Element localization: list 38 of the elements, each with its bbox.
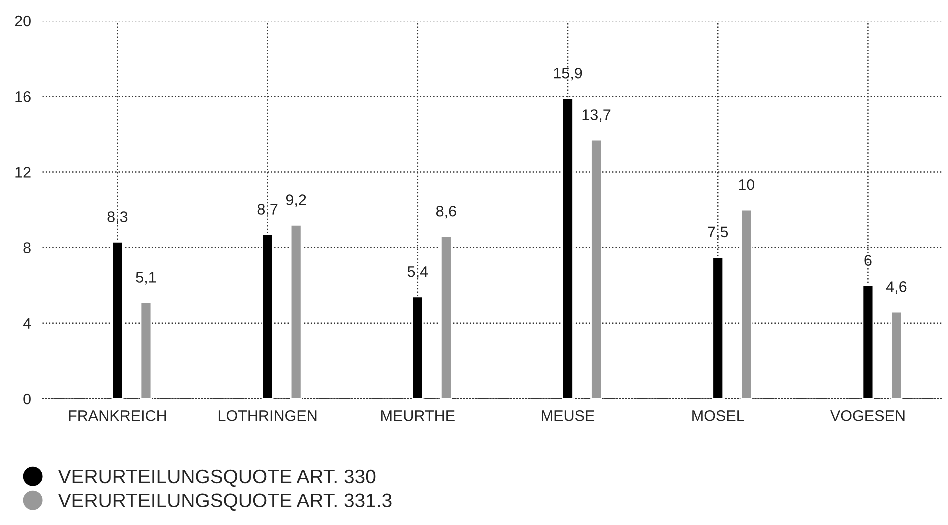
bar [140, 302, 152, 399]
data-label: 5,4 [408, 266, 428, 280]
x-tick-label: FRANKREICH [69, 410, 166, 422]
bar [740, 209, 753, 399]
y-tick-label: 0 [24, 394, 31, 405]
bar [712, 256, 724, 399]
x-tick-label: MEURTHE [382, 410, 455, 422]
data-label: 7,5 [708, 226, 728, 240]
bar [562, 98, 574, 399]
data-label: 8,6 [436, 206, 456, 219]
data-label: 6 [864, 255, 872, 266]
y-tick-label: 8 [24, 242, 31, 254]
y-tick-label: 20 [15, 16, 31, 27]
x-tick-label: LOTHRINGEN [218, 410, 317, 422]
x-tick-label: VOGESEN [830, 410, 905, 422]
bar [112, 241, 124, 399]
y-tick-label: 12 [16, 167, 31, 178]
legend-label: VERURTEILUNGSQUOTE ART. 330 [58, 470, 376, 488]
data-label: 15,9 [554, 68, 582, 81]
x-tick-label: MEUSE [542, 410, 595, 422]
bar [590, 139, 602, 399]
data-label: 13,7 [582, 110, 611, 122]
data-label: 8.7 [258, 204, 278, 215]
data-label: 9,2 [286, 194, 306, 208]
bar [290, 224, 302, 399]
data-label: 5,1 [136, 272, 156, 285]
data-label: 8,3 [108, 212, 128, 224]
x-tick-label: MOSEL [692, 410, 744, 422]
data-label: 10 [739, 179, 755, 190]
legend-label: VERURTEILUNGSQUOTE ART. 331.3 [58, 494, 392, 512]
y-tick-label: 16 [16, 91, 31, 102]
bar [890, 311, 903, 399]
bar [440, 236, 452, 399]
bar [862, 284, 874, 399]
bar [262, 234, 274, 399]
y-tick-label: 4 [23, 318, 32, 329]
data-label: 4,6 [886, 282, 907, 294]
bar [412, 296, 424, 399]
